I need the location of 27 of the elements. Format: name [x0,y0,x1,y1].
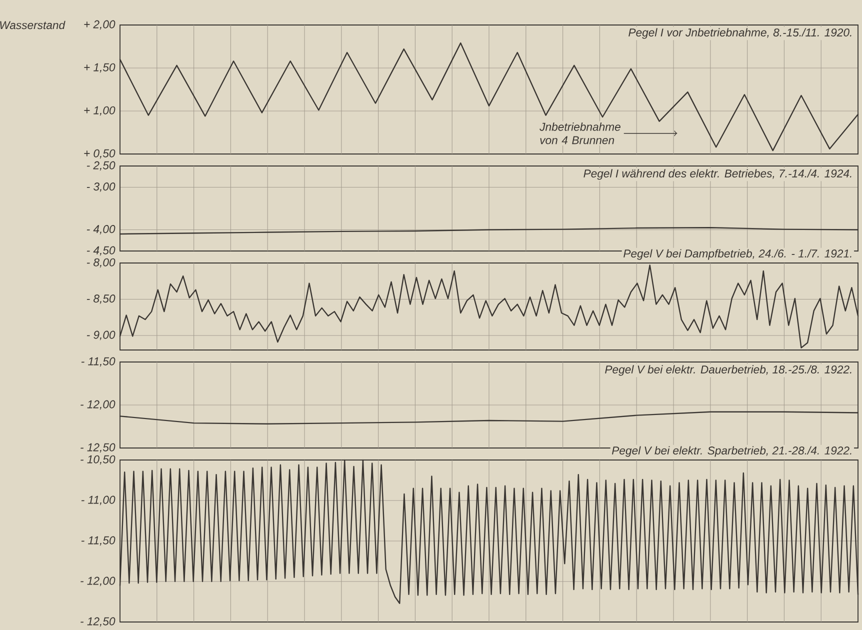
chart-title: Pegel V bei elektr. Sparbetrieb, 21.-28./4. 1922. [612,446,852,457]
y-tick-label: - 8,00 [86,258,116,268]
y-tick-label: - 3,00 [86,182,116,192]
y-tick-label: + 1,50 [84,63,116,73]
line-series [119,264,859,348]
y-tick-label: + 2,00 [84,20,116,30]
y-tick-label: - 4,50 [86,246,116,256]
y-tick-label: + 0,50 [84,149,116,159]
annotation: Jnbetriebnahme von 4 Brunnen [540,122,620,144]
y-tick-label: - 11,00 [81,496,116,506]
y-tick-label: - 11,50 [81,357,116,367]
y-tick-label: - 4,00 [86,225,116,234]
y-tick-label: - 12,00 [80,576,116,586]
chart-title: Pegel I während des elektr. Betriebes, 7.-14./4. 1924. [584,169,852,180]
y-axis-title: Wasserstand [0,20,66,30]
y-tick-label: + 1,00 [84,106,116,116]
y-tick-label: - 2,50 [86,161,116,171]
chart-title: Pegel I vor Jnbetriebnahme, 8.-15./11. 1920. [628,28,852,39]
chart-title: Pegel V bei Dampfbetrieb, 24./6. - 1./7. 1921. [624,249,852,260]
y-tick-label: - 9,00 [86,330,116,340]
y-tick-label: - 11,50 [81,536,116,546]
y-tick-label: - 12,50 [80,443,116,453]
y-tick-label: - 8,50 [86,294,116,304]
y-tick-label: - 12,00 [80,400,116,410]
y-tick-label: - 10,50 [80,455,116,465]
y-tick-label: - 12,50 [80,617,116,627]
chart-title: Pegel V bei elektr. Dauerbetrieb, 18.-25./8. 1922. [605,365,852,376]
